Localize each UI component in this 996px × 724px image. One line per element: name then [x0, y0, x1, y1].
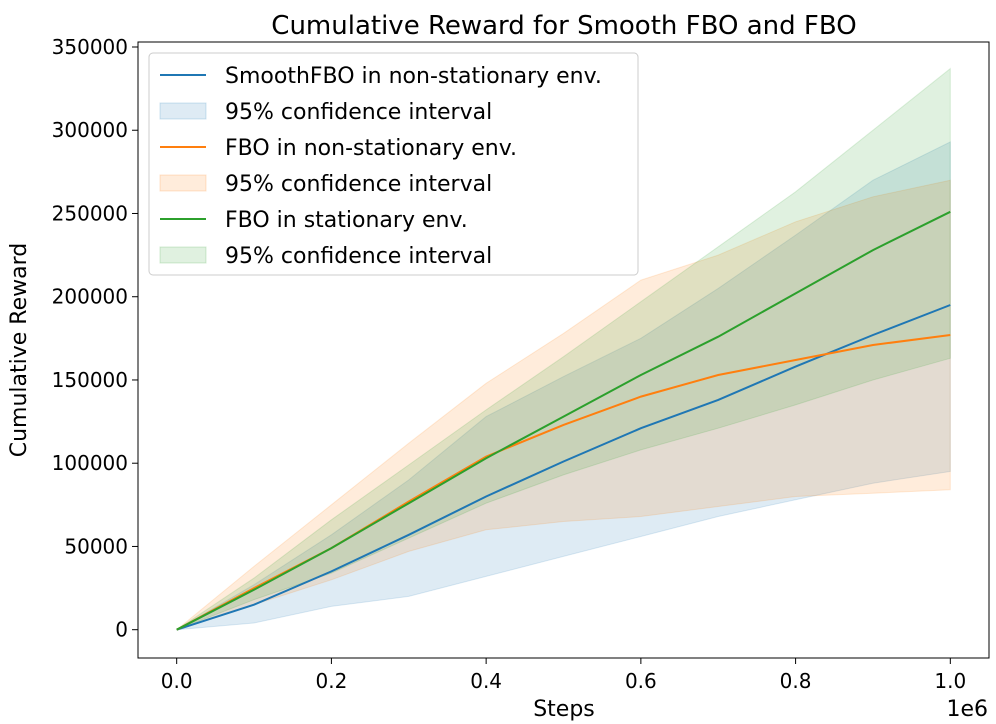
legend-label-series-1: SmoothFBO in non-stationary env. — [225, 64, 602, 89]
legend-label-ci-2: 95% confidence interval — [225, 172, 492, 197]
legend-label-series-2: FBO in non-stationary env. — [225, 136, 517, 161]
y-tick-label: 200000 — [52, 285, 128, 309]
y-tick-label: 100000 — [52, 451, 128, 475]
y-tick-label: 50000 — [64, 534, 128, 558]
x-axis-label: Steps — [533, 697, 595, 722]
y-axis-ticks: 0 50000 100000 150000 200000 250000 300000 3500… — [52, 35, 138, 642]
x-axis-ticks: 0.0 0.2 0.4 0.6 0.8 1.0 — [161, 658, 966, 693]
legend-band-swatch-2 — [159, 174, 207, 192]
line-series-3 — [176, 210, 951, 631]
legend-label-ci-1: 95% confidence interval — [225, 100, 492, 125]
legend-band-swatch-1 — [159, 102, 207, 120]
legend-label-series-3: FBO in stationary env. — [225, 208, 468, 233]
plot-frame — [137, 41, 990, 659]
y-tick-label: 250000 — [52, 201, 128, 225]
y-tick-label: 150000 — [52, 368, 128, 392]
chart-title: Cumulative Reward for Smooth FBO and FBO — [271, 11, 856, 41]
y-axis-label: Cumulative Reward — [7, 243, 32, 458]
y-tick-label: 0 — [115, 618, 128, 642]
confidence-band-series-3 — [176, 67, 951, 631]
y-tick-label: 300000 — [52, 118, 128, 142]
legend-label-ci-3: 95% confidence interval — [225, 244, 492, 269]
x-tick-label: 0.4 — [470, 669, 502, 693]
series-lines — [176, 210, 951, 631]
x-axis-offset-label: 1e6 — [946, 697, 988, 722]
y-tick-label: 350000 — [52, 35, 128, 59]
x-tick-label: 1.0 — [934, 669, 966, 693]
legend-frame — [148, 52, 639, 276]
legend: SmoothFBO in non-stationary env. 95% conf… — [148, 52, 639, 276]
confidence-bands — [176, 67, 951, 631]
confidence-band-series-1 — [176, 141, 951, 631]
x-tick-label: 0.2 — [316, 669, 348, 693]
x-tick-label: 0.8 — [780, 669, 812, 693]
x-tick-label: 0.6 — [625, 669, 657, 693]
legend-band-swatch-3 — [159, 246, 207, 264]
line-series-1 — [176, 304, 951, 631]
x-tick-label: 0.0 — [161, 669, 193, 693]
